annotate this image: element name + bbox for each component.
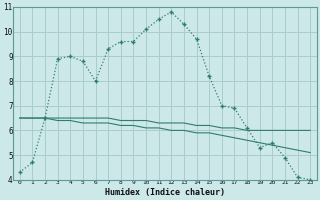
X-axis label: Humidex (Indice chaleur): Humidex (Indice chaleur) <box>105 188 225 197</box>
